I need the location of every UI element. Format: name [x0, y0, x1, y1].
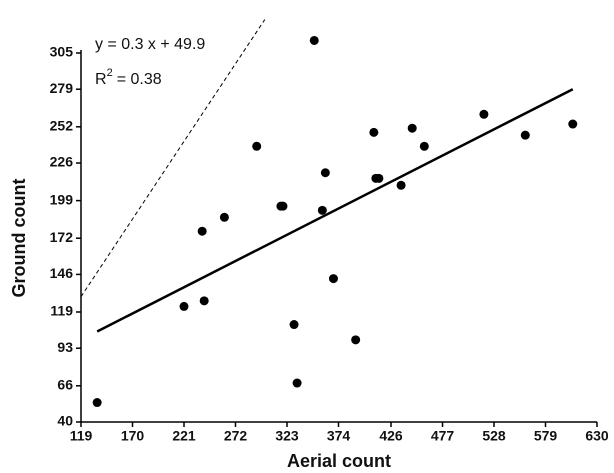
point — [219, 212, 229, 222]
point — [479, 109, 489, 119]
point — [278, 201, 288, 211]
point — [199, 296, 209, 306]
point — [374, 173, 384, 183]
y-tick-label: 252 — [50, 118, 74, 134]
x-tick-label: 323 — [275, 428, 299, 444]
point — [309, 35, 319, 45]
reference-line — [80, 19, 266, 297]
point — [92, 398, 102, 408]
point — [328, 274, 338, 284]
x-tick-label: 528 — [482, 428, 506, 444]
y-tick-label: 305 — [50, 44, 74, 60]
y-tick-label: 146 — [50, 265, 74, 281]
x-axis-title: Aerial count — [287, 451, 391, 471]
point — [419, 141, 429, 151]
r2-base: R — [95, 71, 107, 88]
point — [396, 180, 406, 190]
y-tick-label: 279 — [50, 80, 74, 96]
x-tick-label: 630 — [585, 428, 609, 444]
y-tick-label: 226 — [50, 154, 74, 170]
point — [197, 226, 207, 236]
point — [292, 378, 302, 388]
point — [252, 141, 262, 151]
x-tick-label: 579 — [534, 428, 558, 444]
point — [407, 123, 417, 133]
fit-line — [96, 88, 574, 333]
point — [351, 335, 361, 345]
point — [179, 301, 189, 311]
r2-exp: 2 — [107, 67, 113, 79]
y-tick-label: 40 — [57, 413, 73, 429]
x-tick-label: 170 — [121, 428, 145, 444]
point — [320, 168, 330, 178]
y-tick-label: 172 — [50, 229, 74, 245]
r-squared: R2 = 0.38 — [95, 67, 162, 88]
point — [289, 320, 299, 330]
y-tick-label: 199 — [50, 191, 74, 207]
x-tick-label: 272 — [224, 428, 248, 444]
y-tick-label: 119 — [50, 303, 73, 319]
y-tick-label: 93 — [57, 339, 73, 355]
x-tick-label: 374 — [327, 428, 351, 444]
x-tick-label: 221 — [172, 428, 196, 444]
x-tick-label: 119 — [70, 428, 93, 444]
y-tick-label: 66 — [57, 376, 73, 392]
point — [369, 127, 379, 137]
x-tick-label: 477 — [431, 428, 455, 444]
equation: y = 0.3 x + 49.9 — [95, 36, 205, 53]
y-axis-title: Ground count — [9, 179, 29, 298]
point — [317, 205, 327, 215]
r2-value: = 0.38 — [117, 71, 162, 88]
point — [520, 130, 530, 140]
point — [568, 119, 578, 129]
x-tick-label: 426 — [379, 428, 403, 444]
